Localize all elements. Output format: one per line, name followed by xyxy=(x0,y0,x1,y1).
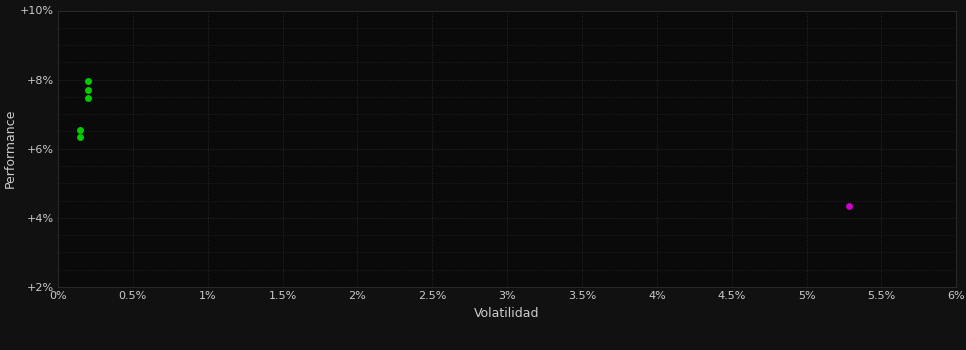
X-axis label: Volatilidad: Volatilidad xyxy=(474,307,540,320)
Y-axis label: Performance: Performance xyxy=(4,109,17,188)
